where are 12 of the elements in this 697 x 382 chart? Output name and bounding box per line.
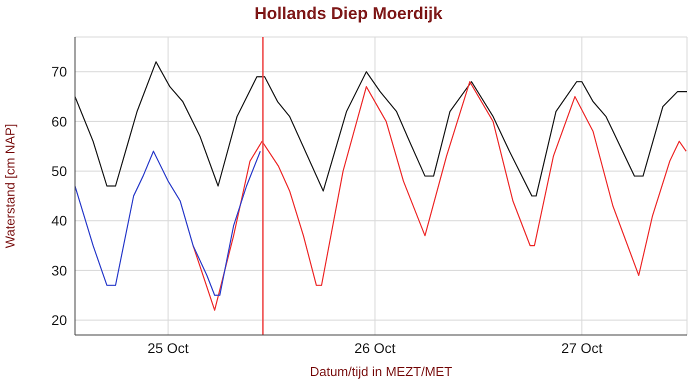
y-tick-label: 50: [51, 163, 68, 180]
y-tick-label: 60: [51, 113, 68, 130]
y-tick-label: 30: [51, 262, 68, 278]
chart-title: Hollands Diep Moerdijk: [254, 4, 444, 24]
y-tick-label: 20: [51, 312, 68, 328]
y-tick-label: 70: [51, 64, 68, 80]
x-tick-label: 26 Oct: [354, 340, 396, 356]
y-axis-title: Waterstand [cm NAP]: [2, 124, 18, 248]
x-axis-title: Datum/tijd in MEZT/MET: [310, 364, 452, 379]
x-tick-label: 27 Oct: [561, 340, 603, 356]
y-tick-label: 40: [51, 212, 68, 229]
x-tick-label: 25 Oct: [147, 340, 189, 356]
